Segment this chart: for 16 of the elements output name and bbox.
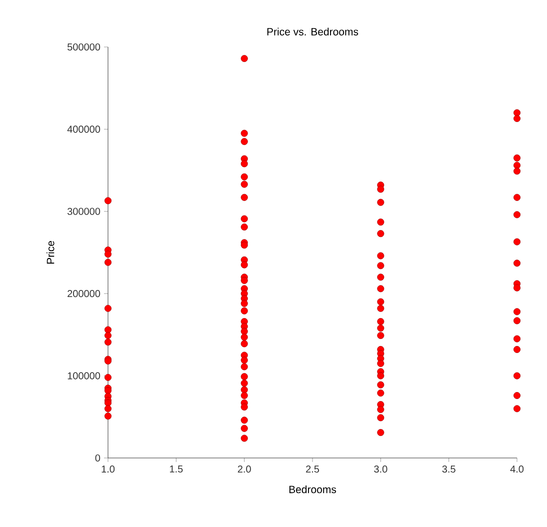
y-tick-label: 300000 bbox=[67, 208, 100, 215]
x-tick-label: 3.5 bbox=[442, 466, 456, 473]
x-tick-label: 2.5 bbox=[306, 466, 320, 473]
y-axis-title: Price bbox=[46, 241, 54, 264]
y-tick-label: 400000 bbox=[67, 126, 100, 133]
y-tick-label: 100000 bbox=[68, 372, 100, 380]
y-tick-label: 200000 bbox=[68, 290, 100, 298]
chart-title: Price vs. Bedrooms bbox=[267, 28, 358, 36]
x-tick-label: 4.0 bbox=[510, 466, 524, 473]
y-tick-label: 500000 bbox=[68, 43, 100, 51]
x-tick-label: 2.0 bbox=[238, 466, 251, 473]
x-tick-label: 1.0 bbox=[102, 466, 115, 473]
x-axis-title: Bedrooms bbox=[289, 485, 336, 494]
y-tick-label: 0 bbox=[95, 454, 100, 462]
x-tick-label: 3.0 bbox=[374, 466, 388, 473]
x-tick-label: 1.5 bbox=[170, 466, 183, 472]
